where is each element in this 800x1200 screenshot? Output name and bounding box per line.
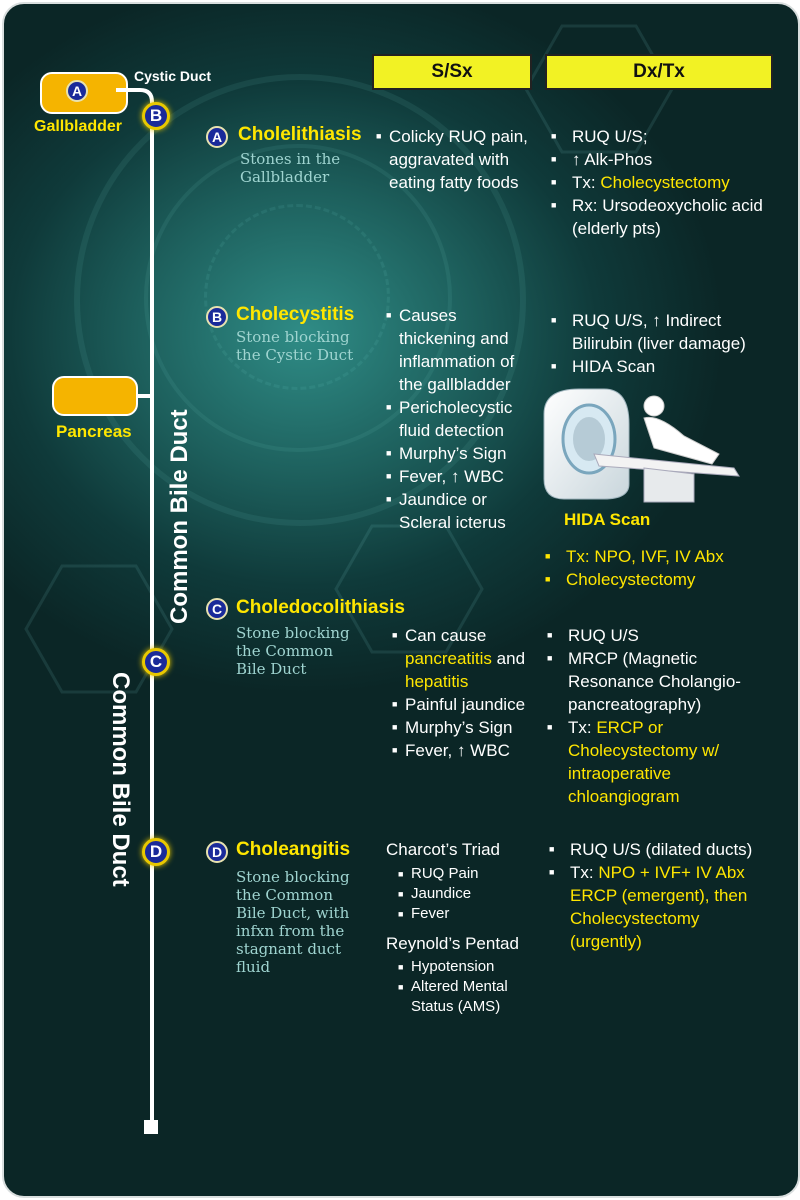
pancreatic-duct-line (130, 394, 152, 398)
badge-c-row: C (206, 598, 228, 620)
triad-item: RUQ Pain (398, 864, 538, 884)
condition-subtitle: Stone blocking the Common Bile Duct, with … (236, 868, 350, 976)
gallbladder-label: Gallbladder (34, 118, 123, 135)
condition-subtitle: Stone blocking the Common Bile Duct (236, 624, 350, 678)
dx-item: Rx: Ursodeoxycholic acid (elderly pts) (548, 194, 768, 240)
ssx-item: Fever, ↑ WBC (392, 739, 542, 762)
condition-subtitle: Stone blocking the Cystic Duct (236, 328, 354, 364)
dx-list-d: RUQ U/S (dilated ducts) Tx: NPO + IVF+ I… (546, 838, 768, 953)
dx-list-a: RUQ U/S; ↑ Alk-Phos Tx: Cholecystectomy … (548, 125, 768, 240)
ssx-item: Painful jaundice (392, 693, 542, 716)
triad-item: Jaundice (398, 884, 538, 904)
pentad-list: Hypotension Altered Mental Status (AMS) (398, 957, 526, 1017)
badge-b-row: B (206, 306, 228, 328)
badge-b: B (142, 102, 170, 130)
charcots-triad-title: Charcot’s Triad (386, 840, 501, 859)
ssx-item: Murphy’s Sign (386, 442, 534, 465)
hida-scanner-image (543, 388, 740, 503)
condition-title: Cholecystitis (236, 304, 355, 325)
ssx-list-b: Causes thickening and inflammation of th… (386, 304, 534, 534)
ssx-item: Pericholecystic fluid detection (386, 396, 534, 442)
tx-item: Tx: NPO, IVF, IV Abx (542, 545, 768, 568)
condition-title: Choleangitis (236, 839, 351, 860)
dx-item: Tx: ERCP or Cholecystectomy w/ intraoper… (544, 716, 766, 808)
pentad-item: Hypotension (398, 957, 526, 977)
cystic-duct-label: Cystic Duct (134, 68, 212, 84)
dx-list-c: RUQ U/S MRCP (Magnetic Resonance Cholang… (544, 624, 766, 808)
header-dxtx: Dx/Tx (545, 54, 773, 90)
common-bile-duct-label-2: Common Bile Duct (107, 672, 134, 887)
badge-a: A (66, 80, 88, 102)
dx-list-b: RUQ U/S, ↑ Indirect Bilirubin (liver dam… (548, 309, 770, 378)
dx-item: HIDA Scan (548, 355, 770, 378)
ssx-item: Jaundice or Scleral icterus (386, 488, 534, 534)
hida-scan-caption: HIDA Scan (564, 510, 651, 529)
badge-c: C (142, 648, 170, 676)
ssx-list-c: Can cause pancreatitis and hepatitis Pai… (392, 624, 542, 762)
tx-list-b: Tx: NPO, IVF, IV Abx Cholecystectomy (542, 545, 768, 591)
badge-d-row: D (206, 841, 228, 863)
triad-item: Fever (398, 904, 538, 924)
ssx-item: Murphy’s Sign (392, 716, 542, 739)
ssx-item: Fever, ↑ WBC (386, 465, 534, 488)
ssx-item: Can cause pancreatitis and hepatitis (392, 624, 542, 693)
dx-item: MRCP (Magnetic Resonance Cholangio-pancr… (544, 647, 766, 716)
duct-end-marker (144, 1120, 158, 1134)
badge-d: D (142, 838, 170, 866)
condition-subtitle: Stones in the Gallbladder (240, 150, 341, 186)
badge-a-row: A (206, 126, 228, 148)
dx-item: RUQ U/S (dilated ducts) (546, 838, 768, 861)
ssx-item: Colicky RUQ pain, aggravated with eating… (376, 125, 531, 194)
pancreas-label: Pancreas (56, 422, 132, 441)
background-seal (204, 204, 390, 390)
dx-item: RUQ U/S (544, 624, 766, 647)
pentad-item: Altered Mental Status (AMS) (398, 977, 526, 1017)
dx-item: Tx: Cholecystectomy (548, 171, 768, 194)
background-ring-inner (144, 144, 452, 452)
dx-item: RUQ U/S, ↑ Indirect Bilirubin (liver dam… (548, 309, 770, 355)
dx-item: Tx: NPO + IVF+ IV Abx ERCP (emergent), t… (546, 861, 768, 953)
pancreas-shape (52, 376, 138, 416)
reynolds-pentad-title: Reynold’s Pentad (386, 934, 519, 953)
condition-title: Choledocolithiasis (236, 597, 405, 618)
ssx-item: Causes thickening and inflammation of th… (386, 304, 534, 396)
dx-item: RUQ U/S; (548, 125, 768, 148)
background-hexagon (24, 564, 174, 694)
ssx-list-a: Colicky RUQ pain, aggravated with eating… (376, 125, 531, 194)
triad-list: RUQ Pain Jaundice Fever (398, 864, 538, 924)
common-bile-duct-label: Common Bile Duct (166, 409, 193, 624)
condition-title: Cholelithiasis (238, 124, 362, 145)
header-ssx: S/Sx (372, 54, 532, 90)
tx-item: Cholecystectomy (542, 568, 768, 591)
cystic-duct-line (116, 88, 154, 126)
dx-item: ↑ Alk-Phos (548, 148, 768, 171)
common-bile-duct-line (150, 114, 154, 1124)
background-ring (74, 74, 526, 526)
